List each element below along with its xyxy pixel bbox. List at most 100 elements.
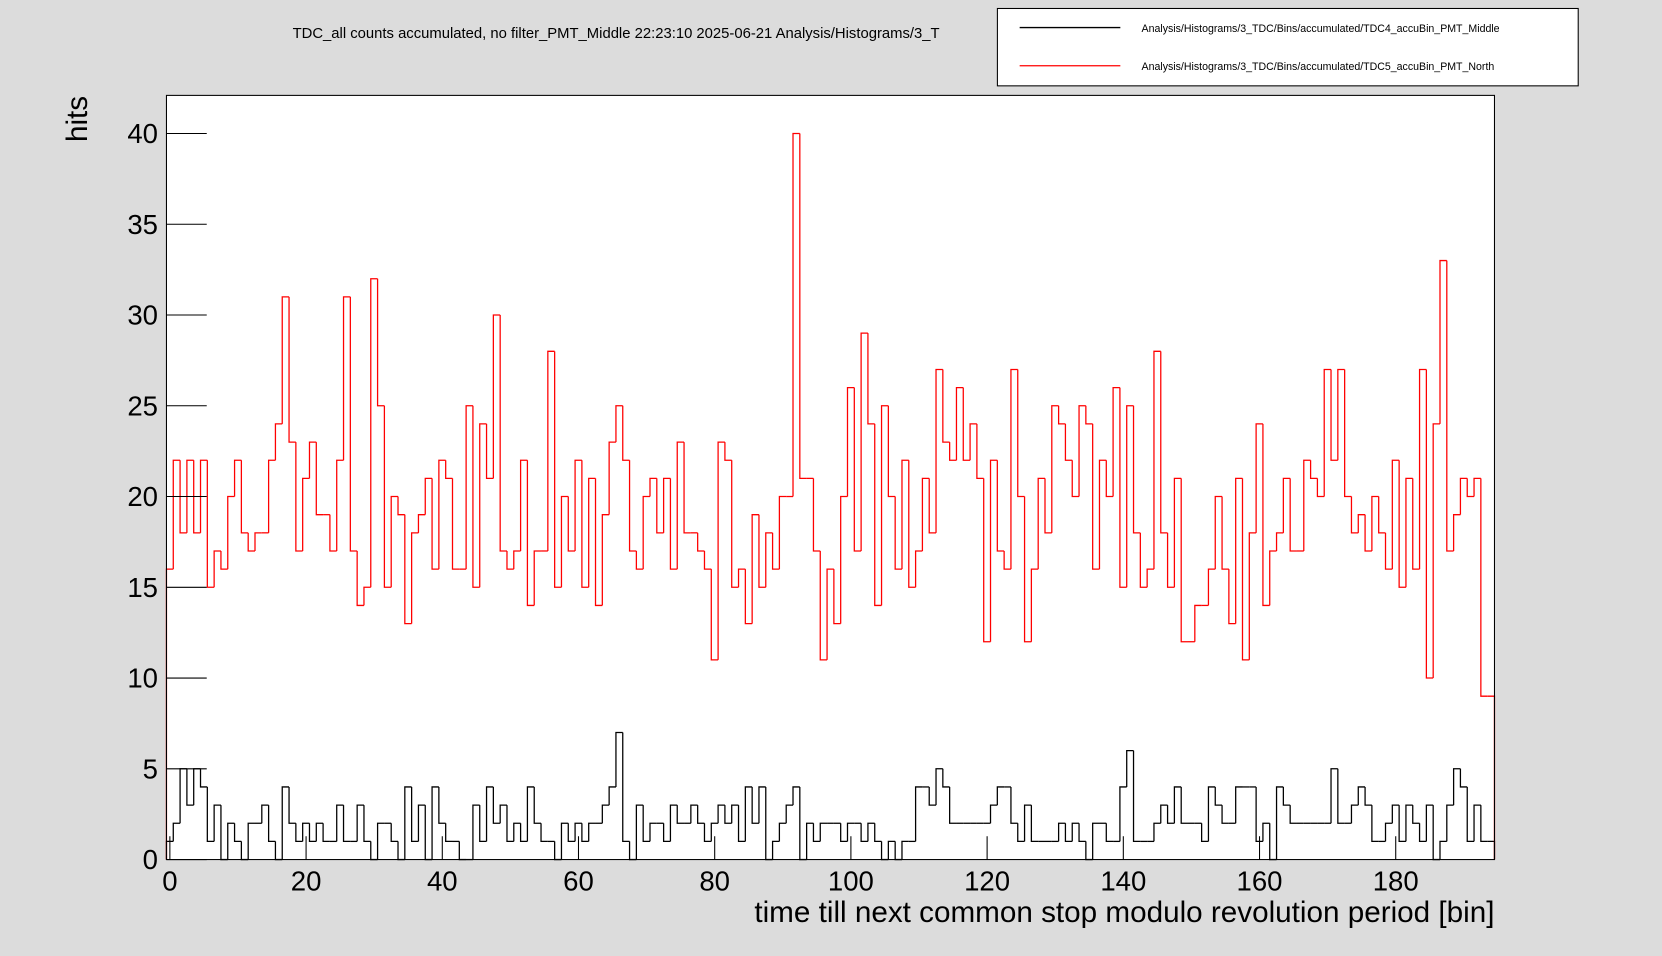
histogram-bin	[370, 278, 378, 588]
histogram-bin	[826, 568, 834, 660]
histogram-bin	[1146, 568, 1154, 588]
histogram-bin	[363, 586, 371, 606]
histogram-bin	[308, 441, 317, 479]
y-tick-label: 40	[127, 118, 158, 149]
histogram-bin	[601, 804, 610, 824]
legend-label: Analysis/Histograms/3_TDC/Bins/accumulat…	[1142, 23, 1500, 35]
histogram-bin	[1057, 405, 1066, 425]
histogram-bin	[199, 459, 208, 533]
histogram-bin	[785, 804, 794, 824]
histogram-bin	[771, 532, 780, 570]
x-tick-label: 100	[828, 865, 874, 896]
histogram-bin	[206, 460, 215, 588]
histogram-bin	[996, 460, 1005, 552]
histogram-bin	[547, 350, 555, 551]
histogram-bin	[914, 550, 923, 588]
histogram-bin	[376, 278, 385, 407]
histogram-bin	[642, 495, 650, 570]
histogram-bin	[247, 822, 255, 860]
histogram-bin	[1023, 496, 1032, 643]
histogram-bin	[1473, 477, 1481, 497]
histogram-bin	[1275, 786, 1284, 860]
histogram-bin	[744, 569, 753, 625]
histogram-bin	[717, 441, 725, 660]
histogram-bin	[1098, 459, 1107, 570]
histogram-bin	[1418, 368, 1427, 570]
histogram-bin	[240, 460, 249, 534]
histogram-bin	[608, 786, 616, 806]
histogram-bin	[288, 296, 296, 443]
histogram-bin	[1262, 423, 1270, 607]
histogram-bin	[1132, 750, 1141, 843]
y-tick-label: 20	[127, 481, 158, 512]
histogram-bin	[1078, 823, 1086, 843]
histogram-bin	[1384, 532, 1393, 570]
histogram-bin	[438, 786, 446, 824]
histogram-bin	[479, 423, 487, 588]
histogram-bin	[1309, 460, 1318, 480]
histogram-bin	[1166, 532, 1175, 588]
histogram-bin	[479, 805, 487, 843]
histogram-bin	[315, 822, 324, 842]
histogram-bin	[288, 786, 296, 824]
histogram-bin	[1017, 823, 1025, 843]
histogram-bin	[281, 296, 290, 424]
histogram-bin	[812, 478, 821, 552]
histogram-bin	[363, 805, 371, 843]
histogram-bin	[642, 805, 650, 843]
histogram-bin	[615, 731, 623, 787]
histogram-bin	[1418, 823, 1427, 843]
histogram-bin	[342, 805, 351, 843]
histogram-bin	[928, 786, 937, 806]
histogram-bin	[404, 786, 412, 860]
histogram-bin	[949, 442, 957, 461]
histogram-bin	[1119, 786, 1127, 842]
histogram-bin	[867, 822, 875, 842]
histogram-bin	[1473, 804, 1481, 842]
x-tick-label: 160	[1237, 865, 1283, 896]
histogram-bin	[1023, 804, 1032, 842]
histogram-bin	[1010, 368, 1018, 570]
histogram-bin	[519, 459, 528, 551]
histogram-bin	[594, 478, 603, 607]
histogram-bin	[445, 460, 453, 480]
histogram-bin	[1391, 804, 1400, 824]
histogram-bin	[1480, 805, 1488, 843]
histogram-bin	[274, 423, 283, 461]
histogram-bin	[1432, 423, 1440, 679]
histogram-bin	[1357, 514, 1366, 533]
histogram-bin	[574, 822, 582, 842]
histogram-bin	[724, 442, 732, 461]
histogram-bin	[874, 423, 882, 607]
histogram-bin	[1160, 804, 1168, 824]
histogram-bin	[1112, 386, 1120, 497]
histogram-bin	[669, 478, 678, 570]
histogram-bin	[1105, 823, 1114, 843]
histogram-bin	[315, 442, 324, 516]
histogram-bin	[901, 840, 909, 860]
histogram-bin	[1105, 460, 1114, 498]
histogram-bin	[1200, 823, 1209, 843]
histogram-bin	[676, 805, 685, 824]
histogram-bin	[703, 550, 712, 570]
histogram-bin	[1030, 805, 1039, 843]
histogram-bin	[1092, 822, 1100, 860]
y-tick-label: 30	[127, 300, 158, 331]
histogram-bin	[887, 405, 896, 498]
histogram-bin	[526, 786, 535, 842]
histogram-bin	[1350, 804, 1359, 824]
histogram-bin	[267, 459, 276, 533]
histogram-bin	[499, 315, 507, 552]
histogram-bin	[860, 332, 868, 551]
x-axis-title: time till next common stop modulo revolu…	[754, 896, 1494, 929]
histogram-bin	[935, 368, 943, 533]
histogram-bin	[901, 459, 909, 570]
histogram-bin	[472, 804, 480, 860]
histogram-bin	[1010, 786, 1018, 824]
histogram-bin	[1364, 514, 1372, 552]
histogram-bin	[799, 133, 807, 480]
histogram-bin	[1446, 260, 1454, 552]
plot-frame	[166, 95, 1495, 860]
histogram-bin	[697, 805, 705, 824]
histogram-bin	[513, 550, 521, 570]
